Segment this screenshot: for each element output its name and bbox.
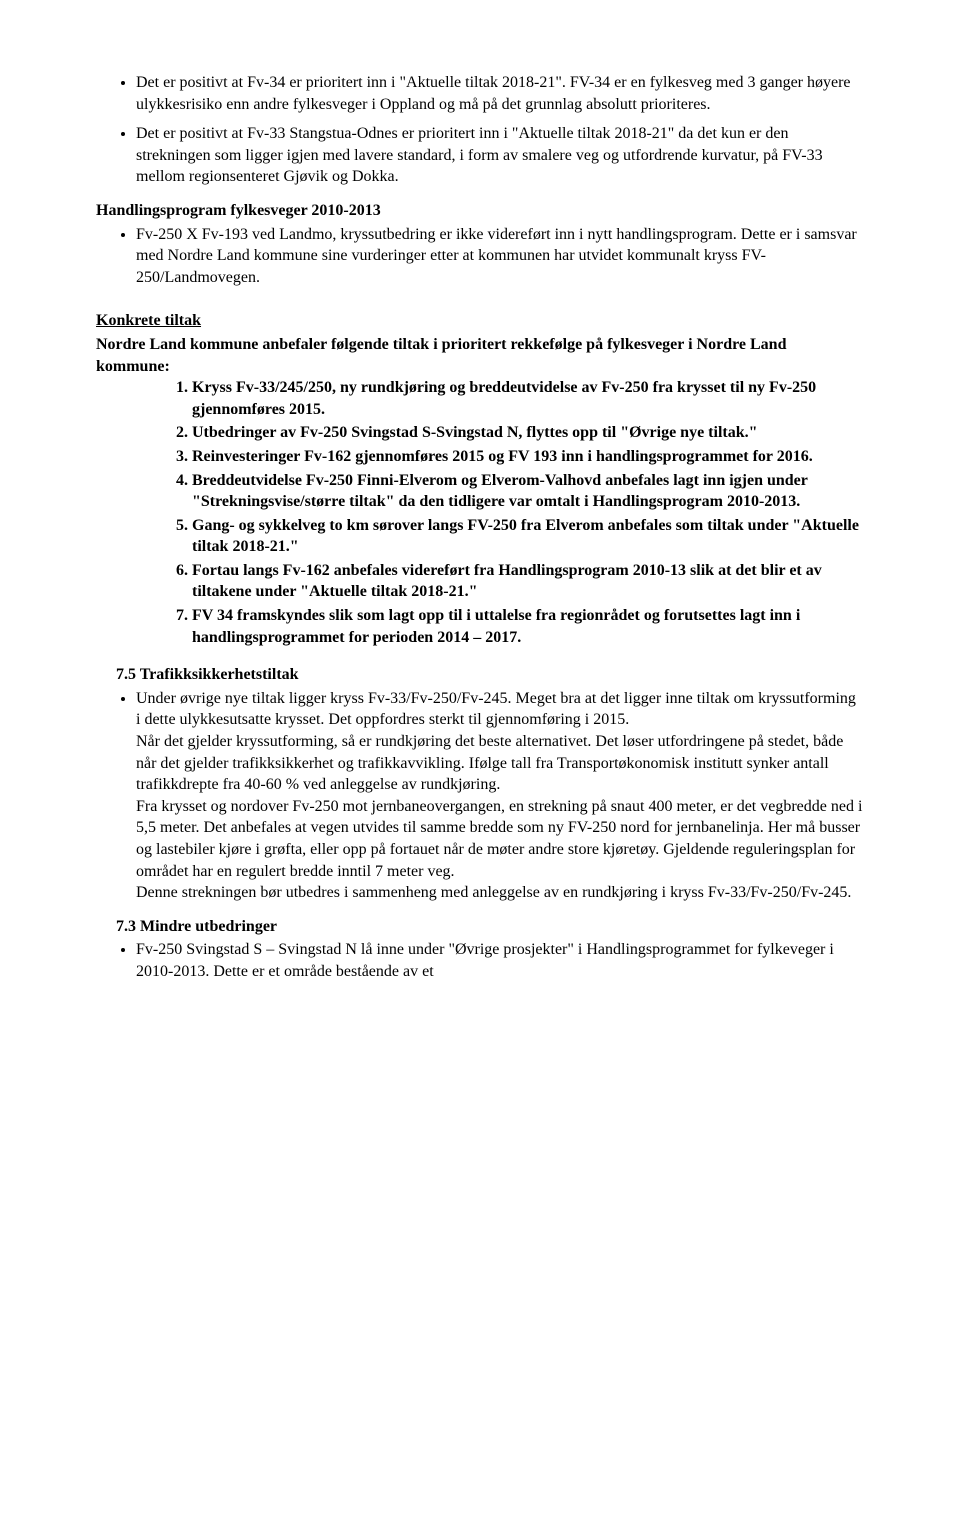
list-item: Det er positivt at Fv-33 Stangstua-Odnes… xyxy=(136,123,864,188)
para-text: Under øvrige nye tiltak ligger kryss Fv-… xyxy=(136,690,856,729)
handlingsprogram-title: Handlingsprogram fylkesveger 2010-2013 xyxy=(96,200,864,222)
top-bullet-list: Det er positivt at Fv-34 er prioritert i… xyxy=(96,72,864,188)
section-75-list: Under øvrige nye tiltak ligger kryss Fv-… xyxy=(96,688,864,904)
list-item: Utbedringer av Fv-250 Svingstad S-Svings… xyxy=(192,422,864,444)
list-item: Kryss Fv-33/245/250, ny rundkjøring og b… xyxy=(192,377,864,420)
list-item: Gang- og sykkelveg to km sørover langs F… xyxy=(192,515,864,558)
list-item: Fv-250 X Fv-193 ved Landmo, kryssutbedri… xyxy=(136,224,864,289)
list-item: Reinvesteringer Fv-162 gjennomføres 2015… xyxy=(192,446,864,468)
list-item: FV 34 framskyndes slik som lagt opp til … xyxy=(192,605,864,648)
para-text: Denne strekningen bør utbedres i sammenh… xyxy=(136,884,851,901)
para-text: Når det gjelder kryssutforming, så er ru… xyxy=(136,733,843,793)
list-item: Under øvrige nye tiltak ligger kryss Fv-… xyxy=(136,688,864,904)
section-73-title: 7.3 Mindre utbedringer xyxy=(116,916,864,938)
konkrete-heading: Konkrete tiltak xyxy=(96,310,201,332)
konkrete-list: Kryss Fv-33/245/250, ny rundkjøring og b… xyxy=(96,377,864,648)
para-text: Fra krysset og nordover Fv-250 mot jernb… xyxy=(136,798,862,880)
section-75-title: 7.5 Trafikksikkerhetstiltak xyxy=(116,664,864,686)
list-item: Fv-250 Svingstad S – Svingstad N lå inne… xyxy=(136,939,864,982)
konkrete-intro: Nordre Land kommune anbefaler følgende t… xyxy=(96,334,864,377)
list-item: Fortau langs Fv-162 anbefales videreført… xyxy=(192,560,864,603)
list-item: Breddeutvidelse Fv-250 Finni-Elverom og … xyxy=(192,470,864,513)
section-73-list: Fv-250 Svingstad S – Svingstad N lå inne… xyxy=(96,939,864,982)
handlingsprogram-list: Fv-250 X Fv-193 ved Landmo, kryssutbedri… xyxy=(96,224,864,289)
list-item: Det er positivt at Fv-34 er prioritert i… xyxy=(136,72,864,115)
